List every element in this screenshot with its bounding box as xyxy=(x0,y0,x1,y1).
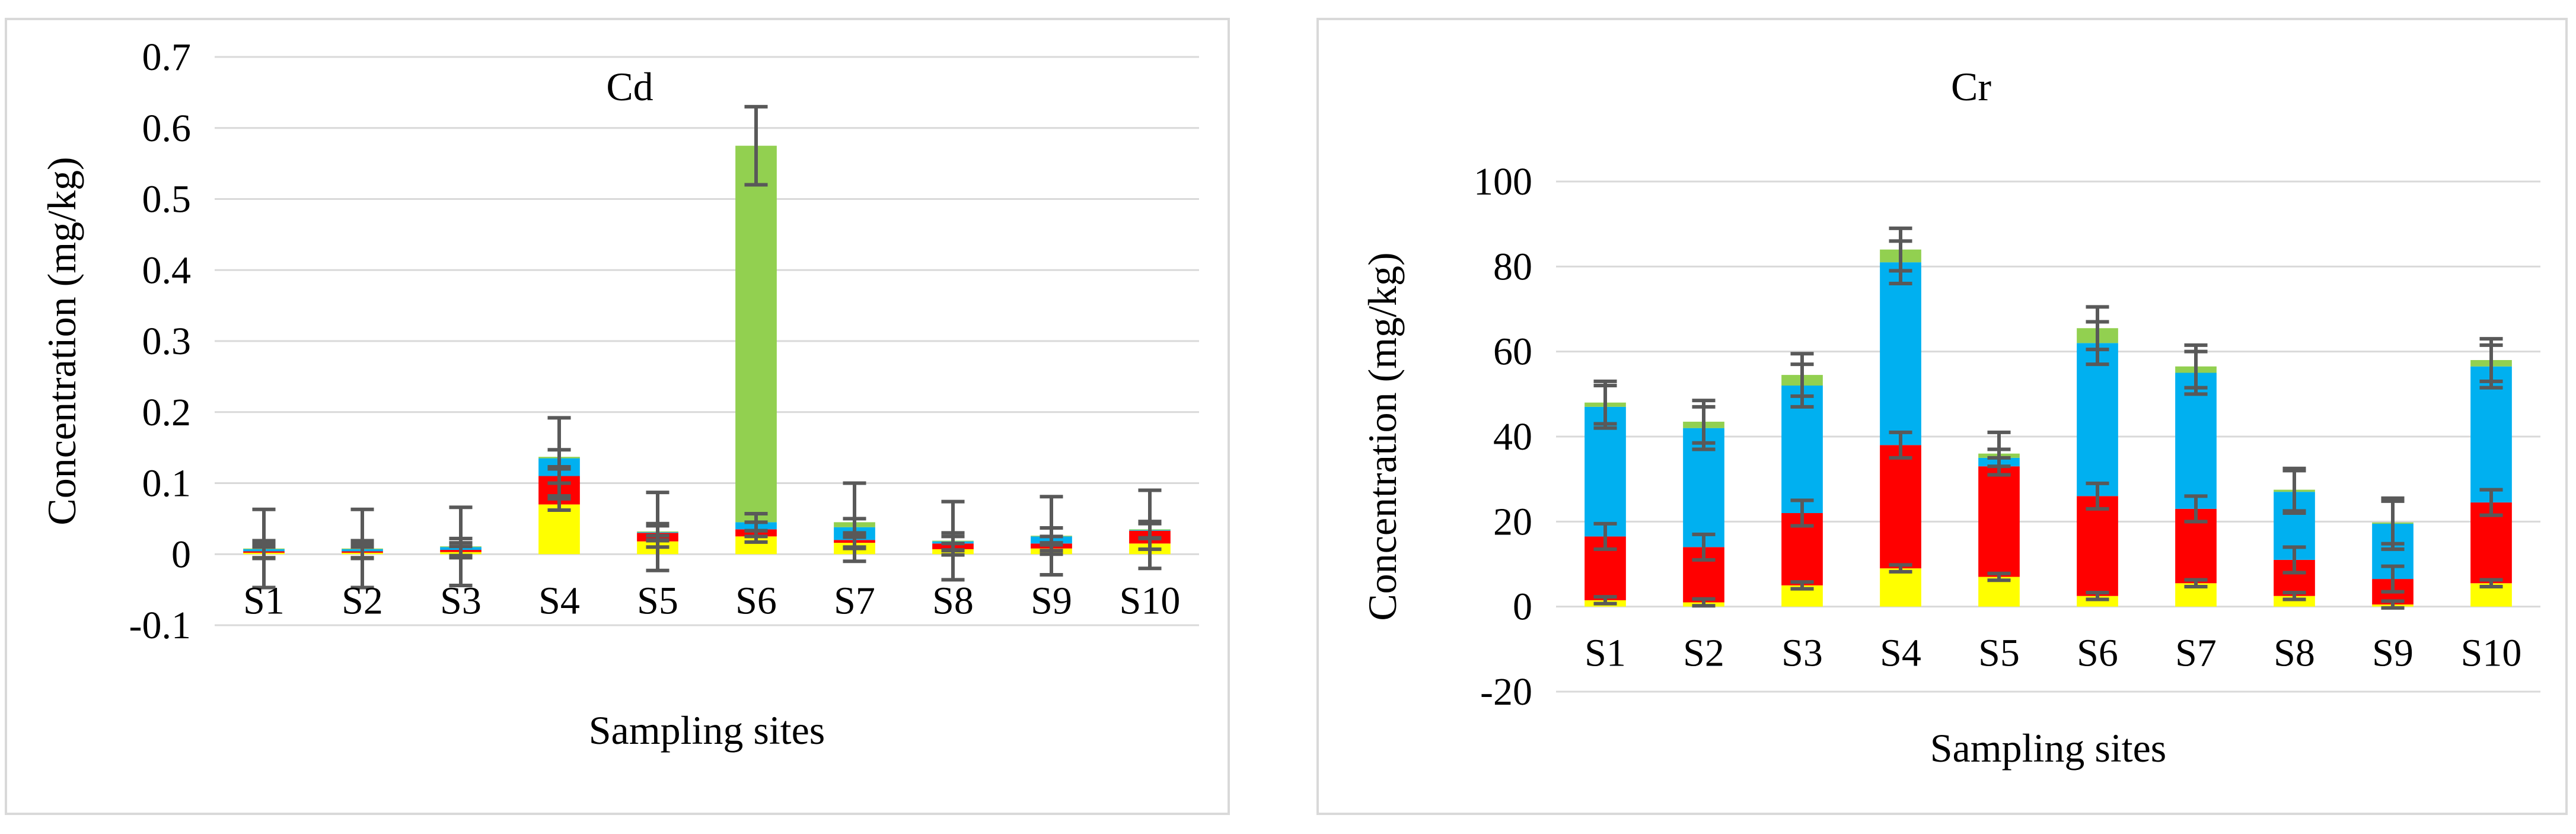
cd-xtick-label: S5 xyxy=(637,579,678,622)
cd-ytick-label: 0.5 xyxy=(142,178,192,221)
cr-ytick-label: 80 xyxy=(1493,245,1532,288)
cd-ytick-label: 0.3 xyxy=(142,320,192,363)
cd-chart-title: Cd xyxy=(606,64,653,109)
cr-x-axis-title: Sampling sites xyxy=(1930,725,2167,771)
cd-xtick-label: S2 xyxy=(342,579,383,622)
cd-xtick-label: S10 xyxy=(1120,579,1181,622)
cr-xtick-label: S2 xyxy=(1683,632,1724,675)
cd-x-axis-title: Sampling sites xyxy=(589,708,825,753)
cr-xtick-label: S3 xyxy=(1781,632,1823,675)
cd-xtick-label: S9 xyxy=(1031,579,1072,622)
cd-ytick-label: 0.6 xyxy=(142,107,192,150)
cd-xtick-label: S6 xyxy=(735,579,777,622)
cr-bar-s6-3 xyxy=(2077,343,2118,496)
cr-xtick-label: S1 xyxy=(1585,632,1626,675)
cr-bar-s4-1 xyxy=(1880,568,1921,607)
cd-xtick-label: S3 xyxy=(440,579,482,622)
cr-xtick-label: S4 xyxy=(1880,632,1921,675)
cr-bar-s4-2 xyxy=(1880,445,1921,569)
cr-xtick-label: S6 xyxy=(2077,632,2118,675)
cd-bar-s4-1 xyxy=(538,504,580,555)
cd-ytick-label: 0.7 xyxy=(142,36,192,79)
cr-ytick-label: 0 xyxy=(1513,585,1532,629)
cr-xtick-label: S8 xyxy=(2274,632,2315,675)
cd-xtick-label: S8 xyxy=(932,579,974,622)
cd-ytick-label: -0.1 xyxy=(129,604,191,647)
cd-chart: -0.1 0 0.1 0.2 0.3 0.4 0.5 0.6 0.7 S1 S2 S3 S4 S5 S6 S7… xyxy=(39,36,1199,753)
cr-chart-title: Cr xyxy=(1951,64,1991,109)
cr-bar-s6-2 xyxy=(2077,496,2118,596)
cd-ytick-label: 0.1 xyxy=(142,462,192,505)
cr-bar-s5-2 xyxy=(1978,466,2020,577)
cr-ytick-label: -20 xyxy=(1480,670,1532,714)
cd-xtick-label: S7 xyxy=(834,579,875,622)
cr-xtick-label: S7 xyxy=(2175,632,2217,675)
cd-xtick-label: S4 xyxy=(538,579,580,622)
cr-xtick-label: S10 xyxy=(2461,632,2522,675)
cr-ytick-label: 60 xyxy=(1493,330,1532,374)
cd-xtick-label: S1 xyxy=(243,579,285,622)
cd-ytick-label: 0.4 xyxy=(142,249,192,292)
cr-y-axis-title: Concentration (mg/kg) xyxy=(1360,252,1405,620)
cr-xtick-label: S9 xyxy=(2372,632,2414,675)
cr-ytick-label: 100 xyxy=(1474,160,1532,203)
cr-chart-panel: -20 0 20 40 60 80 100 S1 S2 S3 S4 S5 S6 S7 S8 S9 S10 Cr Co… xyxy=(1316,18,2568,815)
cr-ytick-label: 20 xyxy=(1493,500,1532,543)
cd-ytick-label: 0 xyxy=(171,533,191,576)
cd-chart-panel: -0.1 0 0.1 0.2 0.3 0.4 0.5 0.6 0.7 S1 S2 S3 S4 S5 S6 S7… xyxy=(5,18,1230,815)
cr-bar-s4-3 xyxy=(1880,262,1921,445)
cd-y-axis-title: Concentration (mg/kg) xyxy=(39,157,84,525)
cd-ytick-label: 0.2 xyxy=(142,391,192,434)
cr-chart: -20 0 20 40 60 80 100 S1 S2 S3 S4 S5 S6 S7 S8 S9 S10 Cr Co… xyxy=(1360,64,2540,771)
cr-ytick-label: 40 xyxy=(1493,415,1532,459)
cr-xtick-label: S5 xyxy=(1978,632,2020,675)
cd-bar-s6-4 xyxy=(735,145,777,523)
